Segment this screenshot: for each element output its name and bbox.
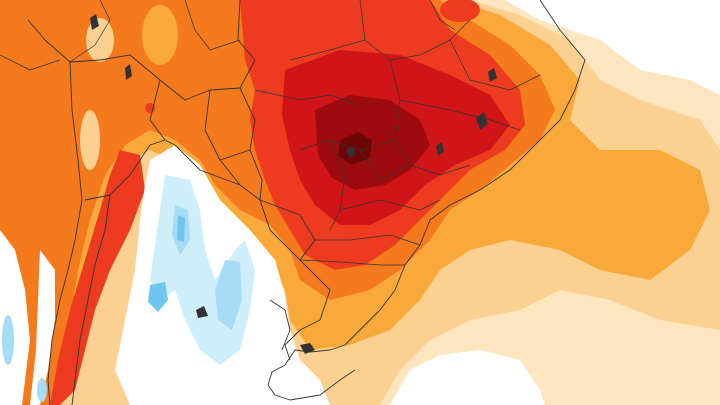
state-border — [184, 0, 241, 51]
chile-argentina-border — [71, 194, 111, 405]
light-blue-zone — [215, 260, 242, 330]
neutral-white-pacific — [30, 250, 55, 405]
islands — [90, 14, 497, 354]
island — [125, 64, 132, 80]
state-border — [359, 149, 471, 181]
state-border — [289, 39, 366, 61]
blue-zone — [177, 215, 185, 242]
state-border — [389, 59, 411, 166]
patch-orange — [86, 18, 114, 62]
island — [436, 142, 444, 156]
island — [300, 343, 315, 354]
state-border — [299, 139, 396, 151]
patch-orange — [142, 5, 178, 65]
neutral-white-ne — [560, 0, 720, 80]
blue-zone — [148, 282, 168, 312]
brazil-coastline — [344, 0, 586, 346]
state-border — [339, 199, 441, 211]
argentina-north-border — [174, 144, 241, 186]
state-border — [359, 0, 471, 61]
patch-light-orange — [80, 110, 100, 170]
state-border — [0, 54, 61, 71]
state-border — [429, 0, 456, 31]
island — [196, 306, 208, 318]
country-borders — [27, 0, 586, 405]
coastline — [27, 19, 83, 405]
state-borders — [0, 0, 541, 266]
island — [90, 14, 99, 30]
atlantic-coastline-south — [267, 344, 356, 401]
state-border — [329, 139, 346, 231]
state-border — [399, 99, 521, 131]
blue-patch-south — [37, 378, 47, 402]
state-border — [254, 89, 361, 106]
state-border — [299, 259, 405, 266]
island — [476, 112, 488, 130]
island — [488, 68, 497, 82]
blue-patch-west — [2, 315, 14, 365]
dark-red-zone — [315, 95, 430, 190]
state-border — [315, 234, 421, 246]
island — [346, 146, 356, 158]
state-border — [69, 0, 111, 63]
patch-red — [440, 0, 480, 22]
brazil-west-border — [237, 0, 286, 246]
buenos-aires-coast — [269, 299, 291, 351]
state-border — [449, 39, 541, 91]
uruguay-border — [284, 259, 331, 361]
neutral-white-ocean — [390, 350, 545, 405]
andes-red-band — [50, 150, 145, 405]
